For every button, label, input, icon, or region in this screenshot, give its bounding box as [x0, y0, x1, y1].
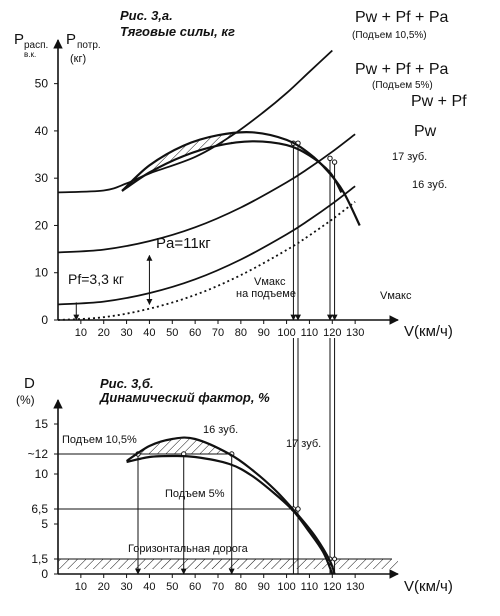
road-band [58, 559, 398, 569]
traction-x-tick-label: 120 [323, 327, 341, 339]
dynamic-intersection-point [332, 556, 338, 562]
traction-x-tick-label: 100 [277, 327, 295, 339]
dynamic-x-tick-label: 90 [258, 581, 270, 593]
label-hill-10-5-b: Подъем 10,5% [62, 434, 137, 446]
label-16-teeth-b: 16 зуб. [203, 424, 238, 436]
label-hill-10-5: Pw + Pf + Pa [355, 9, 448, 26]
traction-x-tick-label: 130 [346, 327, 364, 339]
traction-y-tick-label: 20 [35, 218, 49, 232]
traction-subtitle: Тяговые силы, кг [120, 24, 235, 39]
dynamic-x-tick-label: 130 [346, 581, 364, 593]
vmax-point [331, 159, 338, 165]
traction-x-tick-label: 40 [143, 327, 155, 339]
label-pw: Pw [414, 123, 437, 140]
dynamic-subtitle: Динамический фактор, % [99, 390, 270, 405]
dynamic-ylabel-unit: (%) [16, 393, 35, 407]
traction-x-tick-label: 80 [235, 327, 247, 339]
dynamic-x-tick-label: 70 [212, 581, 224, 593]
traction-y-tick-label: 10 [35, 266, 49, 280]
traction-ylabel-p2: P [66, 31, 76, 48]
traction-series-line-5 [121, 140, 343, 193]
dynamic-xlabel: V(км/ч) [404, 578, 453, 595]
dynamic-x-tick-label: 10 [75, 581, 87, 593]
dynamic-guides [58, 451, 392, 575]
dynamic-x-tick-label: 20 [98, 581, 110, 593]
traction-ylabel-unit: (кг) [70, 53, 86, 65]
label-pa: Pa=11кг [156, 235, 211, 252]
dynamic-x-tick-label: 50 [166, 581, 178, 593]
dynamic-x-tick-label: 60 [189, 581, 201, 593]
traction-x-tick-label: 60 [189, 327, 201, 339]
traction-curves [57, 49, 361, 321]
traction-x-tick-label: 50 [166, 327, 178, 339]
label-17-teeth-b: 17 зуб. [286, 438, 321, 450]
vmax-point [327, 155, 333, 162]
dynamic-y-tick-label: 0 [41, 567, 48, 581]
dynamic-y-tick-label: 15 [35, 417, 49, 431]
dynamic-x-tick-label: 40 [143, 581, 155, 593]
dynamic-hatch-area [138, 439, 230, 454]
label-flat-road: Горизонтальная дорога [128, 543, 249, 555]
label-hill-5-note: (Подъем 5%) [372, 80, 433, 91]
label-vmax: Vмакс [380, 290, 412, 302]
dynamic-series-line-1 [126, 454, 334, 575]
dynamic-y-tick-label: 10 [35, 467, 49, 481]
label-hill-5-b: Подъем 5% [165, 488, 225, 500]
traction-x-tick-label: 70 [212, 327, 224, 339]
label-pw-pf: Pw + Pf [411, 93, 467, 110]
dynamic-y-tick-label: 5 [41, 517, 48, 531]
dynamic-x-tick-label: 110 [301, 581, 319, 593]
dynamic-intersection-point [295, 506, 301, 512]
dynamic-x-tick-label: 100 [277, 581, 295, 593]
traction-series-line-2 [57, 133, 356, 254]
dynamic-curves [125, 436, 336, 575]
dynamic-y-tick-label: ~12 [28, 447, 49, 461]
dynamic-y-tick-label: 1,5 [31, 552, 48, 566]
traction-x-tick-label: 30 [120, 327, 132, 339]
traction-x-tick-label: 90 [258, 327, 270, 339]
traction-series-line-1 [57, 185, 356, 306]
traction-series-line-3 [57, 49, 333, 194]
dynamic-factor-chart: 10 20 30 40 50 60 70 80 90 100 110 120 130 01,5 56,5 10… [16, 375, 453, 595]
label-hill-5: Pw + Pf + Pa [355, 61, 448, 78]
traction-x-tick-label: 10 [75, 327, 87, 339]
dynamic-x-tick-label: 30 [120, 581, 132, 593]
dynamic-x-tick-label: 120 [323, 581, 341, 593]
traction-y-tick-label: 30 [35, 171, 49, 185]
label-pf: Pf=3,3 кг [68, 271, 124, 287]
traction-axes: 10 20 30 40 50 60 70 80 90 100 110 120 130 0 10 20 30 40 5… [35, 77, 365, 339]
traction-chart: 10 20 30 40 50 60 70 80 90 100 110 120 130 0 10 20 30 40 5… [14, 8, 467, 574]
traction-y-tick-label: 50 [35, 77, 49, 91]
traction-ylabel-sub1: расп. [24, 40, 48, 51]
label-vmax-hill-2: на подъеме [236, 288, 296, 300]
traction-hatch-area [122, 134, 232, 191]
label-hill-10-5-note: (Подъем 10,5%) [352, 30, 427, 41]
traction-x-tick-label: 110 [301, 327, 319, 339]
traction-guides [73, 140, 338, 574]
traction-x-tick-label: 20 [98, 327, 110, 339]
traction-y-tick-label: 0 [41, 313, 48, 327]
dynamic-title: Рис. 3,б. [100, 376, 154, 391]
dynamic-series-line-0 [125, 436, 336, 575]
label-16-teeth-a: 16 зуб. [412, 179, 447, 191]
traction-y-tick-label: 40 [35, 124, 49, 138]
dynamic-ylabel-d: D [24, 375, 35, 392]
label-17-teeth-a: 17 зуб. [392, 151, 427, 163]
dynamic-axes: 10 20 30 40 50 60 70 80 90 100 110 120 130 01,5 56,5 10… [28, 417, 365, 593]
label-vmax-hill-1: Vмакс [254, 276, 286, 288]
dynamic-x-tick-label: 80 [235, 581, 247, 593]
traction-ylabel-p1: P [14, 31, 24, 48]
traction-ylabel-sub3: потр. [77, 40, 101, 51]
traction-title: Рис. 3,а. [120, 8, 173, 23]
dynamic-y-tick-label: 6,5 [31, 502, 48, 516]
traction-series-line-4 [121, 131, 361, 226]
traction-xlabel: V(км/ч) [404, 323, 453, 340]
traction-ylabel-sub2: в.к. [24, 50, 36, 59]
